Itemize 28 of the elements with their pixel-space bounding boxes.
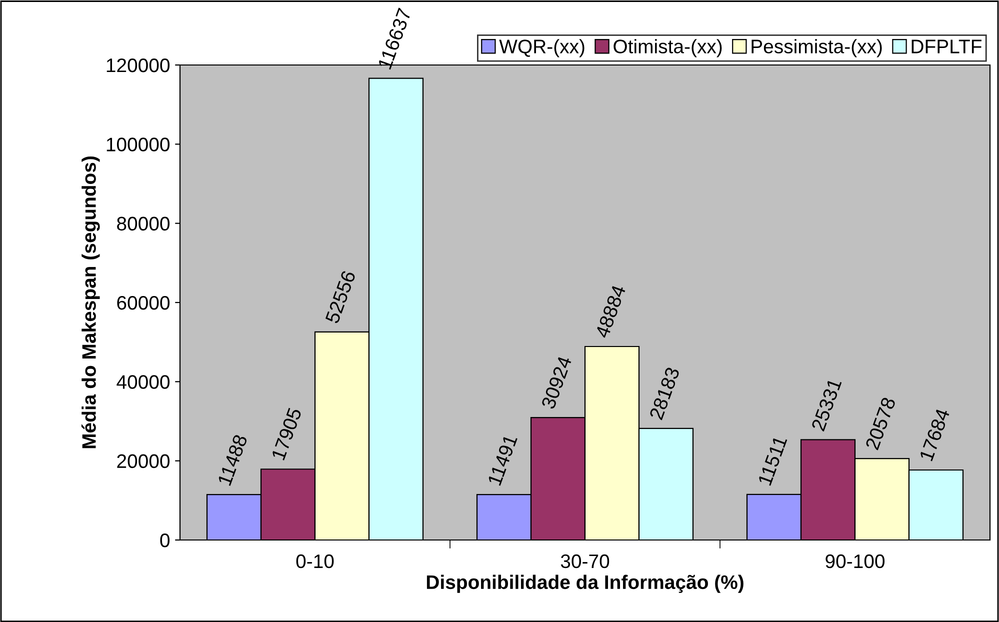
legend-label: WQR-(xx) bbox=[499, 39, 584, 58]
y-tick-label: 120000 bbox=[106, 58, 170, 72]
y-tick-label: 40000 bbox=[116, 375, 170, 389]
legend-label: Otimista-(xx) bbox=[614, 39, 722, 58]
data-label: 30924 bbox=[540, 355, 572, 410]
x-axis-title: Disponibilidade da Informação (%) bbox=[426, 574, 744, 593]
x-tick-label: 30-70 bbox=[560, 554, 610, 568]
y-tick-label: 80000 bbox=[117, 216, 170, 231]
y-tick-label: 0 bbox=[160, 533, 170, 548]
data-label: 20578 bbox=[865, 396, 896, 450]
y-tick-label: 20000 bbox=[117, 454, 170, 468]
legend-label: Pessimista-(xx) bbox=[752, 39, 882, 58]
data-label: 25331 bbox=[811, 378, 842, 432]
y-tick-label: 100000 bbox=[106, 138, 170, 152]
data-label: 11488 bbox=[217, 434, 248, 486]
data-label: 11511 bbox=[758, 435, 788, 486]
data-label: 116637 bbox=[378, 8, 412, 70]
data-label: 48884 bbox=[594, 284, 626, 339]
data-label: 28183 bbox=[649, 366, 680, 420]
x-tick-label: 0-10 bbox=[296, 554, 334, 568]
data-label: 17684 bbox=[919, 408, 950, 462]
x-tick-label: 90-100 bbox=[826, 554, 885, 568]
y-axis-title: Média do Makespan (segundos) bbox=[81, 156, 100, 448]
legend-label: DFPLTF bbox=[912, 40, 982, 54]
y-tick-label: 60000 bbox=[117, 296, 170, 310]
data-label: 17905 bbox=[271, 407, 302, 460]
data-label: 52556 bbox=[324, 270, 356, 324]
data-label: 11491 bbox=[487, 434, 518, 486]
